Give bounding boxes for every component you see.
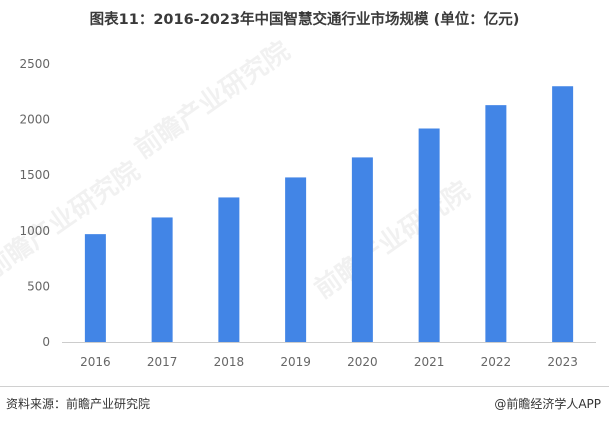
x-tick-label: 2018 xyxy=(214,355,245,369)
x-tick-label: 2023 xyxy=(547,355,578,369)
brand-note: @前瞻经济学人APP xyxy=(494,397,601,411)
y-axis-ticks: 0 500 1000 1500 2000 2500 xyxy=(19,57,50,349)
chart-title: 图表11：2016-2023年中国智慧交通行业市场规模 (单位：亿元) xyxy=(89,12,520,28)
bar-2016 xyxy=(84,234,106,342)
bar-2017 xyxy=(151,217,173,342)
y-tick-label: 1500 xyxy=(19,168,50,182)
x-tick-label: 2016 xyxy=(80,355,111,369)
bar-2019 xyxy=(285,177,307,342)
bar-chart: 0 500 1000 1500 2000 2500 2016 2017 2018 2019 202… xyxy=(19,57,596,369)
x-tick-label: 2019 xyxy=(280,355,311,369)
y-tick-label: 2000 xyxy=(19,113,50,127)
x-axis-ticks: 2016 2017 2018 2019 2020 2021 2022 2023 xyxy=(80,355,578,369)
bar-2022 xyxy=(485,105,507,342)
footer: 资料来源：前瞻产业研究院 @前瞻经济学人APP xyxy=(0,386,609,422)
bar-2023 xyxy=(552,86,574,343)
bar-2020 xyxy=(351,157,373,342)
bar-series xyxy=(84,86,574,343)
bar-2021 xyxy=(418,128,440,342)
x-tick-label: 2021 xyxy=(414,355,445,369)
x-tick-label: 2017 xyxy=(147,355,178,369)
y-tick-label: 500 xyxy=(27,279,50,293)
x-tick-label: 2022 xyxy=(481,355,512,369)
source-note: 资料来源：前瞻产业研究院 xyxy=(6,397,151,411)
bar-2018 xyxy=(218,197,240,342)
y-tick-label: 0 xyxy=(42,335,50,349)
y-tick-label: 2500 xyxy=(19,57,50,71)
y-tick-label: 1000 xyxy=(19,224,50,238)
x-tick-label: 2020 xyxy=(347,355,378,369)
